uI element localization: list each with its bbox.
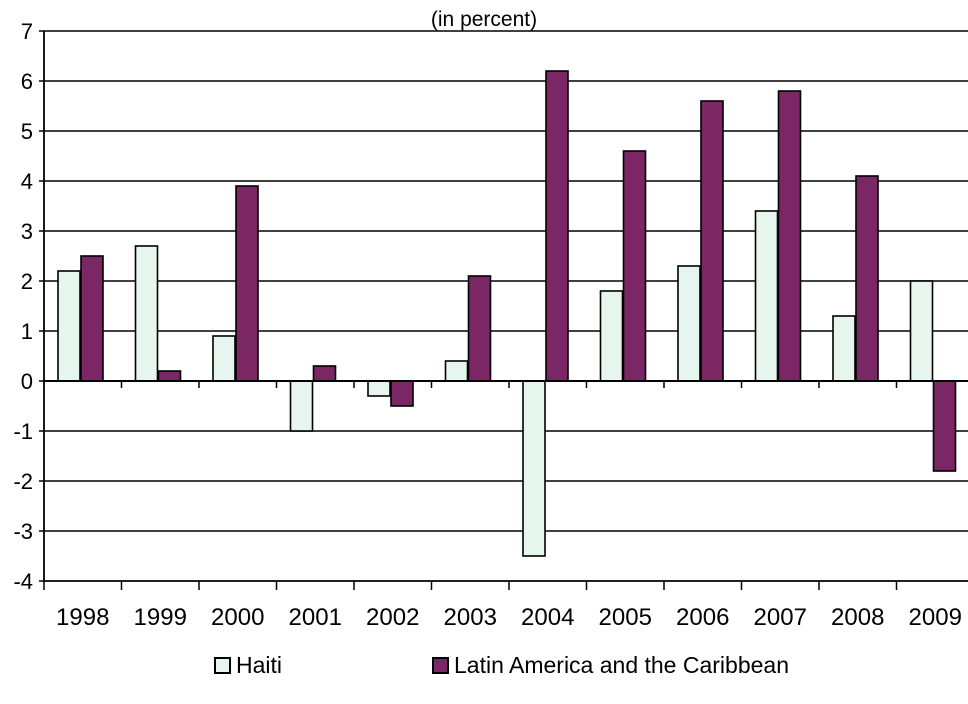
bar-haiti — [832, 315, 856, 382]
legend-swatch-haiti — [214, 657, 231, 674]
bar-latin-america — [312, 365, 337, 382]
x-tick-label: 2001 — [289, 604, 342, 631]
bar-haiti — [134, 245, 159, 382]
y-tick-label: -3 — [13, 519, 33, 544]
bar-haiti — [367, 380, 391, 397]
x-tick-label: 2008 — [831, 604, 884, 631]
bar-haiti — [522, 380, 546, 557]
x-tick-label: 2004 — [521, 604, 574, 631]
y-tick-label: -2 — [13, 469, 33, 494]
legend-label-latin-america: Latin America and the Caribbean — [454, 652, 789, 678]
bar-latin-america — [467, 275, 492, 382]
bar-haiti — [909, 280, 934, 382]
bar-latin-america — [777, 90, 802, 382]
x-tick-label: 2006 — [676, 604, 729, 631]
bar-latin-america — [390, 380, 414, 407]
x-tick-label: 2002 — [366, 604, 419, 631]
bar-latin-america — [932, 380, 957, 472]
legend-label-haiti: Haiti — [236, 652, 283, 678]
bar-latin-america — [700, 100, 724, 382]
x-tick-label: 2009 — [909, 604, 962, 631]
y-tick-label: 0 — [21, 369, 33, 394]
x-tick-label: 2000 — [211, 604, 264, 631]
bar-haiti — [599, 290, 624, 382]
y-tick-label: 3 — [21, 219, 33, 244]
y-tick-label: 6 — [21, 69, 33, 94]
y-tick-label: 5 — [21, 119, 33, 144]
chart-subtitle: (in percent) — [430, 8, 538, 31]
x-tick-label: 2007 — [754, 604, 807, 631]
bar-haiti — [57, 270, 81, 382]
legend-swatch-latin-america — [432, 657, 449, 674]
y-tick-label: -1 — [13, 419, 33, 444]
bar-latin-america — [622, 150, 647, 382]
y-tick-label: 7 — [21, 19, 33, 44]
y-tick-label: 1 — [21, 319, 33, 344]
y-tick-label: 2 — [21, 269, 33, 294]
bar-latin-america — [855, 175, 879, 382]
legend-item-latin-america: Latin America and the Caribbean — [432, 652, 789, 679]
bar-haiti — [677, 265, 701, 382]
y-tick-label: 4 — [21, 169, 33, 194]
x-tick-label: 1999 — [134, 604, 187, 631]
legend-item-haiti: Haiti — [214, 652, 282, 679]
bar-haiti — [212, 335, 236, 382]
x-tick-label: 2003 — [444, 604, 497, 631]
bar-latin-america — [157, 370, 182, 382]
bar-haiti — [754, 210, 779, 382]
y-tick-label: -4 — [13, 569, 33, 594]
bar-haiti — [444, 360, 469, 382]
x-tick-label: 1998 — [56, 604, 109, 631]
bar-latin-america — [545, 70, 569, 382]
bar-latin-america — [80, 255, 104, 382]
bar-latin-america — [235, 185, 259, 382]
bar-haiti — [289, 380, 314, 432]
legend: Haiti Latin America and the Caribbean — [0, 652, 968, 680]
x-tick-label: 2005 — [599, 604, 652, 631]
